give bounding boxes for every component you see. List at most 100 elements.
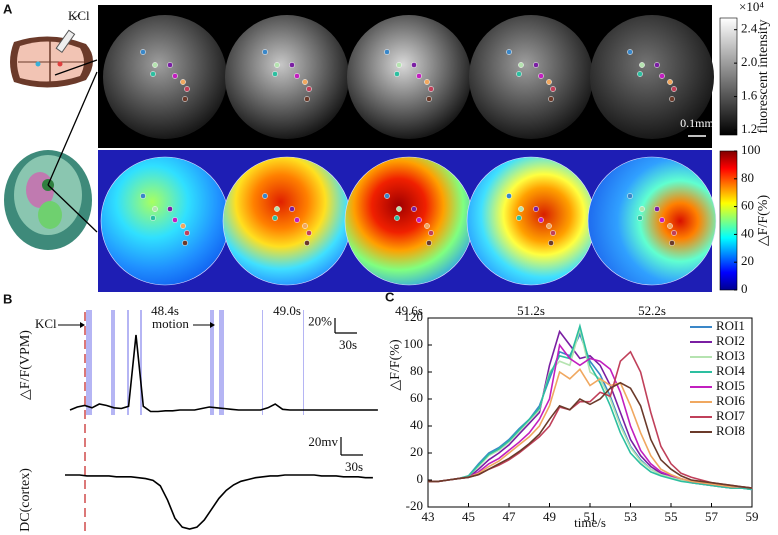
roi-dot	[274, 206, 280, 212]
roi-dot	[667, 223, 673, 229]
colorbar-tick-label: 40	[741, 225, 754, 240]
legend-label: ROI5	[716, 378, 745, 393]
legend-label: ROI6	[716, 393, 745, 408]
colorbar-label: fluorescent intensity	[756, 20, 771, 134]
roi-dot	[654, 62, 660, 68]
motion-label: motion	[152, 316, 189, 331]
roi-dot	[428, 86, 434, 92]
image-frame	[466, 156, 596, 286]
roi-dot	[396, 62, 402, 68]
roi-dot	[416, 217, 422, 223]
roi-dot	[550, 86, 556, 92]
colorbar-tick-label: 1.6	[741, 88, 758, 103]
roi-dot	[262, 49, 268, 55]
x-tick-label: 51	[584, 509, 597, 524]
roi-dot	[426, 240, 432, 246]
roi-dot	[550, 230, 556, 236]
time-label: 52.2s	[638, 303, 666, 318]
roi-dot	[152, 62, 158, 68]
roi-dot	[182, 96, 188, 102]
y-axis-label: DC(cortex)	[18, 468, 33, 532]
roi-dot	[411, 62, 417, 68]
motion-bands	[86, 310, 304, 415]
roi-dot	[184, 230, 190, 236]
time-label: 51.2s	[517, 303, 545, 318]
kcl-label: KCl	[35, 316, 57, 331]
scale-bar-label: 20%	[308, 313, 332, 328]
roi-dot	[669, 96, 675, 102]
roi-dot	[394, 215, 400, 221]
roi-dot	[516, 71, 522, 77]
plot-frame	[427, 317, 753, 508]
series-line	[428, 368, 753, 489]
roi-dot	[546, 223, 552, 229]
x-tick-label: 59	[746, 509, 759, 524]
roi-dot	[184, 86, 190, 92]
legend-label: ROI1	[716, 318, 745, 333]
x-tick-label: 53	[624, 509, 637, 524]
roi-dot	[671, 86, 677, 92]
image-frame	[100, 156, 230, 286]
roi-dot	[627, 193, 633, 199]
roi-dot	[140, 193, 146, 199]
roi-dot	[306, 86, 312, 92]
roi-dot	[172, 217, 178, 223]
pointer-line	[47, 184, 98, 233]
time-label: 49.6s	[395, 303, 423, 318]
y-tick-label: 60	[410, 390, 423, 405]
brain-schematic	[10, 13, 93, 88]
scale-bar-label: 30s	[339, 337, 357, 352]
roi-dot	[304, 240, 310, 246]
image-frame	[347, 15, 471, 139]
roi-dot	[533, 62, 539, 68]
panel-label: B	[3, 291, 12, 306]
roi-dot	[152, 206, 158, 212]
roi-dot	[167, 206, 173, 212]
legend-label: ROI4	[716, 363, 745, 378]
y-tick-label: -20	[406, 498, 423, 513]
colorbar-tick-label: 100	[741, 142, 761, 157]
y-axis-label: △F/F(%)	[388, 339, 403, 391]
roi-dot	[384, 193, 390, 199]
roi-dot	[639, 62, 645, 68]
colorbar-tick-label: 80	[741, 170, 754, 185]
roi-dot	[150, 215, 156, 221]
roi-dot	[667, 79, 673, 85]
image-frame	[469, 15, 593, 139]
time-label: 48.4s	[151, 303, 179, 318]
x-tick-label: 49	[543, 509, 556, 524]
y-tick-label: 0	[417, 471, 424, 486]
colorbar	[719, 150, 738, 291]
roi-dot	[289, 62, 295, 68]
colorbar-tick-label: 1.2	[741, 121, 757, 136]
y-tick-label: 40	[410, 417, 423, 432]
roi-dot	[659, 73, 665, 79]
y-tick-label: 100	[404, 336, 424, 351]
scale-bar-label: 20mv	[308, 434, 338, 449]
roi-dot	[167, 62, 173, 68]
roi-dot	[180, 79, 186, 85]
series-line	[428, 323, 753, 491]
y-axis-label: △F/F(VPM)	[18, 330, 33, 400]
x-tick-label: 55	[665, 509, 678, 524]
images	[100, 15, 717, 286]
roi-dot	[637, 71, 643, 77]
roi-dot	[426, 96, 432, 102]
image-frame	[225, 15, 349, 139]
roi-dot	[272, 71, 278, 77]
legend-label: ROI7	[716, 408, 745, 423]
panel-label: C	[385, 289, 395, 304]
y-tick-label: 80	[410, 363, 423, 378]
roi-dot	[424, 223, 430, 229]
roi-dot	[533, 206, 539, 212]
legend-label: ROI3	[716, 348, 745, 363]
scale-bar-label: 30s	[345, 459, 363, 474]
roi-dot	[289, 206, 295, 212]
roi-dot	[654, 206, 660, 212]
roi-dot	[669, 240, 675, 246]
series-line	[428, 381, 753, 489]
roi-dot	[639, 206, 645, 212]
roi-dot	[546, 79, 552, 85]
roi-dot	[518, 62, 524, 68]
image-frame	[344, 156, 474, 286]
